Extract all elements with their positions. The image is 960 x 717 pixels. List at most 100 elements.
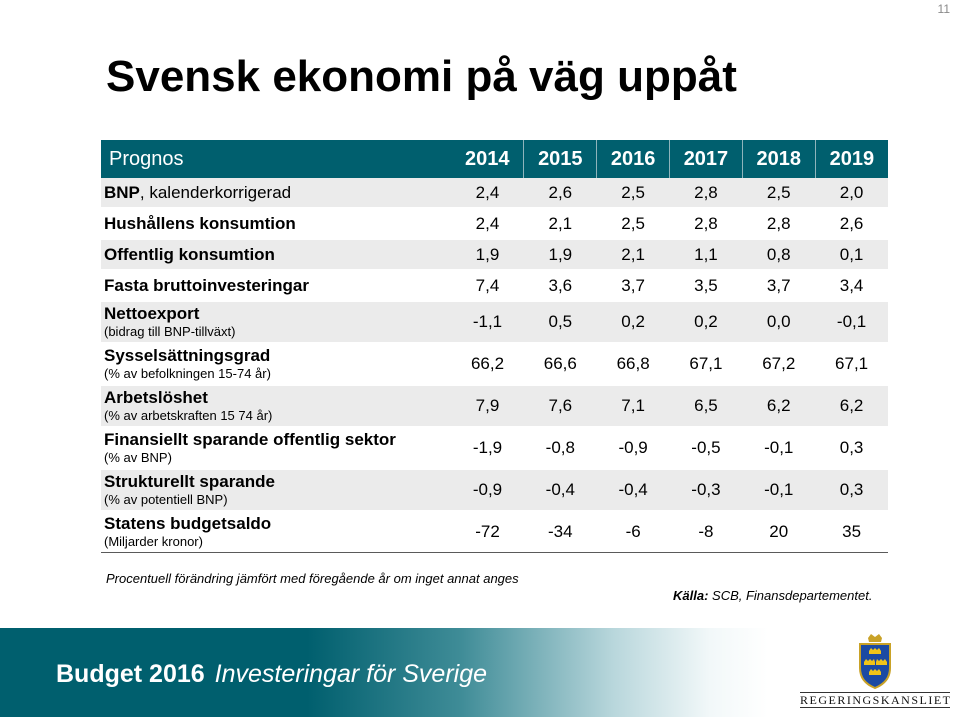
table-cell: 7,9 bbox=[451, 385, 524, 428]
table-cell: -72 bbox=[451, 511, 524, 553]
table-row: Hushållens konsumtion 2,4 2,1 2,5 2,8 2,… bbox=[101, 208, 888, 240]
row-label-main: Nettoexport bbox=[104, 304, 200, 323]
row-label-sub: (bidrag till BNP-tillväxt) bbox=[104, 324, 236, 339]
table-row: Finansiellt sparande offentlig sektor (% … bbox=[101, 427, 888, 470]
table-cell: 2,1 bbox=[523, 208, 597, 240]
table-cell: 67,2 bbox=[742, 343, 816, 386]
table-cell: 0,3 bbox=[815, 427, 888, 470]
row-label-main: Statens budgetsaldo bbox=[104, 514, 272, 533]
table-cell: 0,8 bbox=[742, 239, 816, 271]
table-cell: 0,3 bbox=[815, 469, 888, 512]
table-cell: 1,9 bbox=[523, 239, 597, 271]
table-cell: 67,1 bbox=[669, 343, 743, 386]
row-label: Finansiellt sparande offentlig sektor (% … bbox=[101, 427, 452, 470]
table-cell: 2,1 bbox=[596, 239, 670, 271]
table-cell: 2,5 bbox=[596, 178, 670, 209]
table-cell: -0,3 bbox=[669, 469, 743, 512]
table-cell: 3,7 bbox=[742, 270, 816, 302]
table-cell: 66,8 bbox=[596, 343, 670, 386]
row-label: Fasta bruttoinvesteringar bbox=[101, 270, 452, 302]
table-cell: 3,5 bbox=[669, 270, 743, 302]
table-cell: 6,2 bbox=[742, 385, 816, 428]
year-header: 2015 bbox=[523, 140, 598, 178]
table-cell: -0,8 bbox=[523, 427, 597, 470]
table-cell: 6,5 bbox=[669, 385, 743, 428]
forecast-table: Prognos 2014 2015 2016 2017 2018 2019 BN… bbox=[101, 140, 888, 553]
table-cell: -0,5 bbox=[669, 427, 743, 470]
table-cell: -8 bbox=[669, 511, 743, 553]
table-row: Sysselsättningsgrad (% av befolkningen 15… bbox=[101, 343, 888, 386]
row-label-main: Strukturellt sparande bbox=[104, 472, 275, 491]
table-cell: 67,1 bbox=[815, 343, 888, 386]
table-cell: 0,2 bbox=[669, 301, 743, 344]
table-footnote: Procentuell förändring jämfört med föreg… bbox=[106, 571, 519, 586]
table-header-row: Prognos 2014 2015 2016 2017 2018 2019 bbox=[101, 140, 888, 178]
row-label-sub: (% av potentiell BNP) bbox=[104, 492, 228, 507]
table-cell: 2,4 bbox=[451, 208, 524, 240]
table-cell: -6 bbox=[596, 511, 670, 553]
table-row: Arbetslöshet (% av arbetskraften 15 74 år… bbox=[101, 385, 888, 428]
table-cell: 1,9 bbox=[451, 239, 524, 271]
year-header: 2017 bbox=[669, 140, 743, 178]
source-label: Källa: bbox=[673, 588, 709, 603]
row-label: Arbetslöshet (% av arbetskraften 15 74 år… bbox=[101, 385, 452, 428]
regeringskansliet-logo: REGERINGSKANSLIET bbox=[800, 632, 950, 712]
table-cell: -0,1 bbox=[815, 301, 888, 344]
table-cell: 66,6 bbox=[523, 343, 597, 386]
year-header: 2019 bbox=[815, 140, 888, 178]
table-cell: 0,5 bbox=[523, 301, 597, 344]
page-title: Svensk ekonomi på väg uppåt bbox=[106, 52, 737, 101]
footer-title-italic: Investeringar för Sverige bbox=[214, 660, 488, 688]
table-cell: -0,1 bbox=[742, 427, 816, 470]
table-cell: 3,7 bbox=[596, 270, 670, 302]
footer-title-bold: Budget 2016 bbox=[56, 660, 205, 688]
table-row: Statens budgetsaldo (Miljarder kronor) -7… bbox=[101, 511, 888, 553]
three-crowns-crest-icon bbox=[859, 634, 891, 690]
table-cell: 3,4 bbox=[815, 270, 888, 302]
footer-title: Budget 2016 Investeringar för Sverige bbox=[56, 660, 487, 689]
row-label-rest: , kalenderkorrigerad bbox=[139, 182, 292, 202]
row-label-main: BNP bbox=[104, 182, 140, 202]
row-label: Statens budgetsaldo (Miljarder kronor) bbox=[101, 511, 452, 553]
year-header: 2018 bbox=[742, 140, 816, 178]
row-label-sub: (% av arbetskraften 15 74 år) bbox=[104, 408, 273, 423]
table-cell: 0,0 bbox=[742, 301, 816, 344]
table-row: Offentlig konsumtion 1,9 1,9 2,1 1,1 0,8… bbox=[101, 239, 888, 271]
table-cell: -1,1 bbox=[451, 301, 524, 344]
table-cell: 2,5 bbox=[742, 178, 816, 209]
row-label: Hushållens konsumtion bbox=[101, 208, 452, 240]
table-cell: 0,2 bbox=[596, 301, 670, 344]
table-cell: 35 bbox=[815, 511, 888, 553]
row-label: Nettoexport (bidrag till BNP-tillväxt) bbox=[101, 301, 452, 344]
table-row: Strukturellt sparande (% av potentiell BN… bbox=[101, 469, 888, 512]
table-cell: -34 bbox=[523, 511, 597, 553]
row-label: Strukturellt sparande (% av potentiell BN… bbox=[101, 469, 452, 512]
row-label-sub: (Miljarder kronor) bbox=[104, 534, 203, 549]
row-label: BNP, kalenderkorrigerad bbox=[101, 178, 452, 209]
row-label-sub: (% av BNP) bbox=[104, 450, 172, 465]
table-cell: 2,0 bbox=[815, 178, 888, 209]
table-row: Nettoexport (bidrag till BNP-tillväxt) -1… bbox=[101, 301, 888, 344]
table-cell: 0,1 bbox=[815, 239, 888, 271]
table-cell: 7,4 bbox=[451, 270, 524, 302]
footer-band bbox=[0, 628, 960, 717]
table-cell: 2,4 bbox=[451, 178, 524, 209]
table-cell: 2,5 bbox=[596, 208, 670, 240]
year-header: 2016 bbox=[596, 140, 671, 178]
row-label-main: Finansiellt sparande offentlig sektor bbox=[104, 430, 396, 449]
logo-text: REGERINGSKANSLIET bbox=[800, 692, 952, 708]
table-cell: 2,8 bbox=[669, 178, 743, 209]
header-label: Prognos bbox=[101, 140, 452, 178]
page-number: 11 bbox=[937, 2, 950, 16]
table-cell: -1,9 bbox=[451, 427, 524, 470]
table-cell: -0,1 bbox=[742, 469, 816, 512]
table-cell: 7,6 bbox=[523, 385, 597, 428]
table-cell: 20 bbox=[742, 511, 816, 553]
row-label-main: Sysselsättningsgrad bbox=[104, 346, 271, 365]
row-label-main: Arbetslöshet bbox=[104, 388, 208, 407]
table-cell: -0,4 bbox=[523, 469, 597, 512]
table-cell: -0,9 bbox=[451, 469, 524, 512]
table-cell: 2,6 bbox=[815, 208, 888, 240]
year-header: 2014 bbox=[451, 140, 525, 178]
table-row: Fasta bruttoinvesteringar 7,4 3,6 3,7 3,… bbox=[101, 270, 888, 302]
